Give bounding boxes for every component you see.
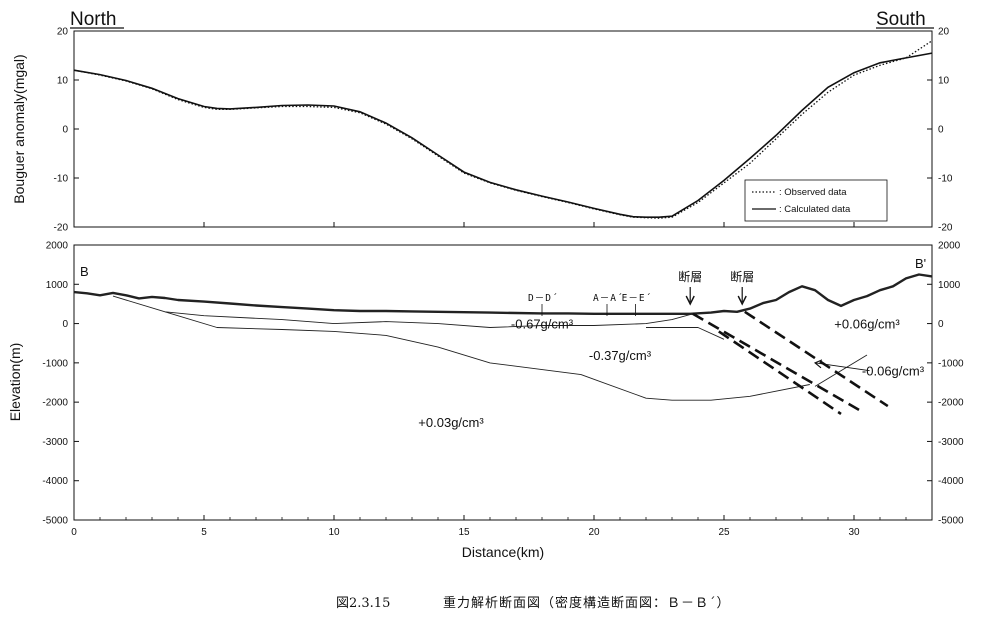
south-label: South (876, 9, 926, 30)
bottom-xtick-label: 25 (718, 527, 730, 538)
section-line-2 (164, 311, 810, 401)
calculated-data-line (73, 52, 933, 218)
section-line-3 (646, 327, 725, 340)
legend-box (744, 179, 888, 222)
bottom-ytick-label-right: 0 (938, 319, 944, 330)
section-line-0 (73, 273, 933, 315)
bottom-xtick-label: 15 (458, 527, 470, 538)
bottom-xtick-label: 10 (328, 527, 340, 538)
bottom-xtick-label: 30 (848, 527, 860, 538)
bottom-ytick-label-left: 2000 (46, 241, 69, 252)
bottom-ytick-label-right: -4000 (938, 476, 964, 487)
fault-arrow-head-0 (685, 295, 695, 306)
bottom-series (73, 273, 933, 416)
bottom-axes: 2000 2000 1000 1000 0 0 -1000 -1000 -2000 -2000 -3… (42, 241, 964, 539)
bottom-plot-frame (73, 244, 933, 521)
bottom-ytick-label-left: -2000 (42, 398, 68, 409)
bottom-annotations: 断層 断層 D－D´ A－A´E－E´ -0.67g/cm³ -0.37g/cm³ +0.0… (418, 269, 924, 430)
bottom-xlabel: Distance(km) (462, 544, 544, 560)
density-label-4: -0.06g/cm³ (862, 364, 925, 379)
bottom-ytick-label-left: 1000 (46, 280, 69, 291)
bottom-ytick-label-left: -1000 (42, 358, 68, 369)
top-axes: 20 20 10 10 0 0 -10 -10 -20 -20 (54, 27, 953, 234)
bottom-ytick-label-left: 0 (62, 319, 68, 330)
bottom-ytick-label-right: -1000 (938, 358, 964, 369)
fault-arrow-head-1 (737, 295, 747, 306)
fault-line-1 (744, 310, 889, 408)
top-ytick-label-right: -20 (938, 223, 953, 234)
bottom-ytick-label-left: -3000 (42, 437, 68, 448)
wedge-pointer-head (813, 359, 823, 369)
legend-observed-label: : Observed data (779, 187, 847, 198)
top-ytick-label-left: -10 (54, 174, 69, 185)
bottom-ytick-label-right: -3000 (938, 437, 964, 448)
fault-label-1: 断層 (730, 269, 754, 284)
bottom-ytick-label-right: 2000 (938, 241, 961, 252)
top-ytick-label-right: -10 (938, 174, 953, 185)
section-line-4 (814, 354, 868, 387)
density-label-0: -0.67g/cm³ (511, 317, 574, 332)
section-end-right: B' (915, 256, 926, 271)
legend-calculated-label: : Calculated data (779, 204, 851, 215)
bottom-ytick-label-right: -5000 (938, 516, 964, 527)
section-end-left: B (80, 264, 89, 279)
top-ytick-label-right: 0 (938, 125, 944, 136)
north-label: North (70, 9, 116, 30)
top-ytick-label-left: -20 (54, 223, 69, 234)
top-ytick-label-left: 10 (57, 76, 69, 87)
section-mark-label-2: E－E´ (622, 293, 653, 304)
density-label-3: +0.06g/cm³ (834, 317, 900, 332)
density-label-2: +0.03g/cm³ (418, 415, 484, 430)
top-ytick-label-left: 20 (57, 27, 69, 38)
section-mark-label-0: D－D´ (528, 293, 559, 304)
bottom-ytick-label-right: 1000 (938, 280, 961, 291)
top-ylabel: Bouguer anomaly(mgal) (11, 54, 27, 203)
bottom-xtick-label: 20 (588, 527, 600, 538)
bottom-xtick-label: 5 (201, 527, 207, 538)
legend: : Observed data : Calculated data (744, 179, 888, 222)
bottom-ytick-label-left: -4000 (42, 476, 68, 487)
density-label-1: -0.37g/cm³ (589, 348, 652, 363)
bottom-ytick-label-right: -2000 (938, 398, 964, 409)
top-ytick-label-left: 0 (62, 125, 68, 136)
wedge-pointer-line (814, 362, 870, 372)
figure-caption: 図2.3.15 重力解析断面図（密度構造断面図：Ｂ－Ｂ´） (0, 592, 986, 614)
caption-title: 重力解析断面図（密度構造断面図：Ｂ－Ｂ´） (443, 596, 731, 611)
top-ytick-label-right: 20 (938, 27, 950, 38)
section-mark-label-1: A－A´ (593, 293, 624, 304)
fault-line-0 (692, 312, 860, 412)
bottom-ylabel: Elevation(m) (7, 343, 23, 422)
bottom-xtick-label: 0 (71, 527, 77, 538)
caption-number: 図2.3.15 (336, 596, 391, 611)
fault-line-2 (718, 330, 842, 416)
fault-label-0: 断層 (678, 269, 702, 284)
top-series (73, 40, 933, 219)
top-ytick-label-right: 10 (938, 76, 950, 87)
bottom-ytick-label-left: -5000 (42, 516, 68, 527)
section-line-1 (112, 295, 693, 328)
